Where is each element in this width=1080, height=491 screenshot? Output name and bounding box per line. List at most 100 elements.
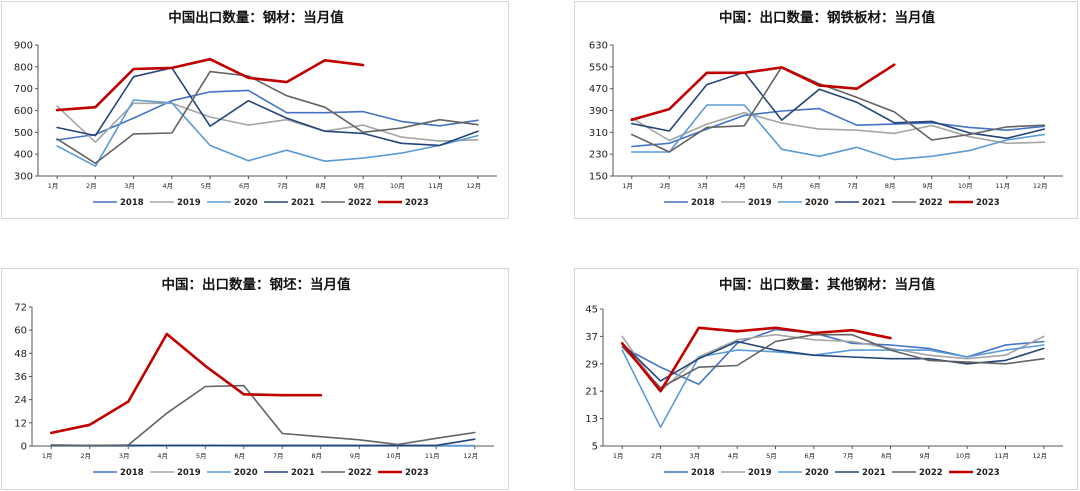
legend-label-2021: 2021 bbox=[291, 468, 315, 478]
series-line-2023 bbox=[55, 57, 365, 112]
y-tick-label: 21 bbox=[585, 387, 598, 398]
chart-title: 中国：出口数量：其他钢材：当月值 bbox=[719, 276, 935, 293]
x-tick-label: 3月 bbox=[119, 452, 130, 460]
y-tick-label: 700 bbox=[14, 84, 33, 95]
series-line-2022 bbox=[56, 70, 479, 165]
x-tick-label: 4月 bbox=[157, 452, 168, 460]
y-tick-label: 29 bbox=[585, 359, 598, 370]
x-tick-label: 9月 bbox=[920, 452, 931, 460]
series-line-2023 bbox=[620, 326, 892, 393]
y-tick-label: 900 bbox=[14, 41, 33, 52]
x-tick-label: 8月 bbox=[311, 452, 322, 460]
chart-title: 中国：出口数量：钢铁板材：当月值 bbox=[719, 9, 935, 26]
series-line-2018 bbox=[621, 328, 1045, 386]
legend-label-2018: 2018 bbox=[120, 198, 144, 208]
x-tick-label: 4月 bbox=[735, 182, 746, 190]
chart-steel-plate: 中国：出口数量：钢铁板材：当月值 630 550 470 390 310 230 150 1月 2… bbox=[589, 9, 1063, 208]
x-tick-label: 7月 bbox=[273, 452, 284, 460]
x-tick-label: 8月 bbox=[885, 182, 896, 190]
y-tick-label: 300 bbox=[14, 172, 33, 183]
x-tick-label: 6月 bbox=[805, 452, 816, 460]
y-tick-label: 800 bbox=[14, 62, 33, 73]
x-tick-label: 11月 bbox=[995, 182, 1010, 190]
y-tick-label: 60 bbox=[14, 326, 27, 337]
y-tick-label: 230 bbox=[589, 150, 608, 161]
x-tick-label: 3月 bbox=[690, 452, 701, 460]
x-tick-label: 11月 bbox=[425, 452, 440, 460]
chart-panel-billet: 中国：出口数量：钢坯：当月值 72 60 48 36 24 12 0 1月 2月 3月 4月 5月 6月 7… bbox=[1, 268, 509, 490]
y-tick-label: 24 bbox=[14, 395, 27, 406]
legend-label-2020: 2020 bbox=[805, 198, 829, 208]
y-tick-label: 390 bbox=[589, 106, 608, 117]
x-tick-label: 3月 bbox=[124, 182, 135, 190]
chart-other-steel: 中国：出口数量：其他钢材：当月值 45 37 29 21 13 5 1月 2月 3月 4月 5月 6月 7… bbox=[585, 276, 1063, 478]
legend-label-2018: 2018 bbox=[691, 468, 715, 478]
x-tick-label: 2月 bbox=[86, 182, 97, 190]
y-tick-label: 310 bbox=[589, 128, 608, 139]
series-line-2019 bbox=[630, 111, 1046, 145]
legend-label-2019: 2019 bbox=[177, 198, 201, 208]
series-line-2020 bbox=[621, 344, 1045, 428]
series-line-2018 bbox=[56, 89, 479, 141]
legend-label-2018: 2018 bbox=[691, 198, 715, 208]
x-tick-label: 8月 bbox=[316, 182, 327, 190]
x-tick-label: 9月 bbox=[354, 182, 365, 190]
x-tick-label: 10月 bbox=[390, 182, 405, 190]
x-tick-label: 7月 bbox=[847, 182, 858, 190]
y-tick-label: 550 bbox=[589, 62, 608, 73]
y-tick-label: 470 bbox=[589, 84, 608, 95]
legend-label-2021: 2021 bbox=[862, 198, 886, 208]
series-line-2023 bbox=[630, 63, 896, 122]
chart-title: 中国：出口数量：钢坯：当月值 bbox=[162, 276, 351, 293]
series-line-2022 bbox=[630, 66, 1046, 153]
chart-billet: 中国：出口数量：钢坯：当月值 72 60 48 36 24 12 0 1月 2月 3月 4月 5月 6月 7… bbox=[14, 276, 494, 478]
x-tick-label: 1月 bbox=[613, 452, 624, 460]
legend-label-2020: 2020 bbox=[805, 468, 829, 478]
series-line-2021 bbox=[56, 67, 479, 147]
legend-label-2022: 2022 bbox=[348, 198, 372, 208]
y-tick-label: 37 bbox=[585, 332, 598, 343]
legend-label-2019: 2019 bbox=[748, 198, 772, 208]
x-tick-label: 6月 bbox=[810, 182, 821, 190]
x-tick-label: 8月 bbox=[881, 452, 892, 460]
x-tick-label: 7月 bbox=[277, 182, 288, 190]
legend-label-2019: 2019 bbox=[748, 468, 772, 478]
series-line-2022 bbox=[50, 384, 476, 447]
y-tick-label: 5 bbox=[592, 442, 598, 453]
x-tick-label: 7月 bbox=[843, 452, 854, 460]
x-tick-label: 9月 bbox=[350, 452, 361, 460]
x-tick-label: 3月 bbox=[697, 182, 708, 190]
chart-title: 中国出口数量：钢材：当月值 bbox=[168, 9, 344, 26]
y-tick-label: 0 bbox=[21, 442, 27, 453]
x-tick-label: 11月 bbox=[994, 452, 1009, 460]
legend-label-2023: 2023 bbox=[405, 198, 429, 208]
x-tick-label: 2月 bbox=[651, 452, 662, 460]
x-tick-label: 4月 bbox=[163, 182, 174, 190]
x-tick-label: 5月 bbox=[196, 452, 207, 460]
x-tick-label: 10月 bbox=[956, 452, 971, 460]
legend-label-2020: 2020 bbox=[234, 468, 258, 478]
y-tick-label: 150 bbox=[589, 172, 608, 183]
x-tick-label: 5月 bbox=[772, 182, 783, 190]
x-tick-label: 1月 bbox=[622, 182, 633, 190]
legend-label-2023: 2023 bbox=[976, 468, 1000, 478]
series-line-2018 bbox=[630, 107, 1046, 148]
x-tick-label: 1月 bbox=[42, 452, 53, 460]
y-tick-label: 36 bbox=[14, 372, 27, 383]
x-tick-label: 12月 bbox=[1033, 182, 1048, 190]
legend-label-2018: 2018 bbox=[120, 468, 144, 478]
x-tick-label: 10月 bbox=[386, 452, 401, 460]
y-tick-label: 500 bbox=[14, 128, 33, 139]
x-tick-label: 5月 bbox=[201, 182, 212, 190]
chart-panel-other-steel: 中国：出口数量：其他钢材：当月值 45 37 29 21 13 5 1月 2月 3月 4月 5月 6月 7… bbox=[574, 268, 1078, 490]
series-line-2020 bbox=[630, 104, 1046, 161]
legend-label-2023: 2023 bbox=[405, 468, 429, 478]
legend-label-2021: 2021 bbox=[862, 468, 886, 478]
y-tick-label: 630 bbox=[589, 41, 608, 52]
x-tick-label: 6月 bbox=[239, 182, 250, 190]
x-tick-label: 12月 bbox=[463, 452, 478, 460]
legend-label-2022: 2022 bbox=[919, 198, 943, 208]
x-tick-label: 10月 bbox=[958, 182, 973, 190]
x-tick-label: 6月 bbox=[234, 452, 245, 460]
chart-panel-steel-plate: 中国：出口数量：钢铁板材：当月值 630 550 470 390 310 230 150 1月 2… bbox=[574, 1, 1078, 219]
